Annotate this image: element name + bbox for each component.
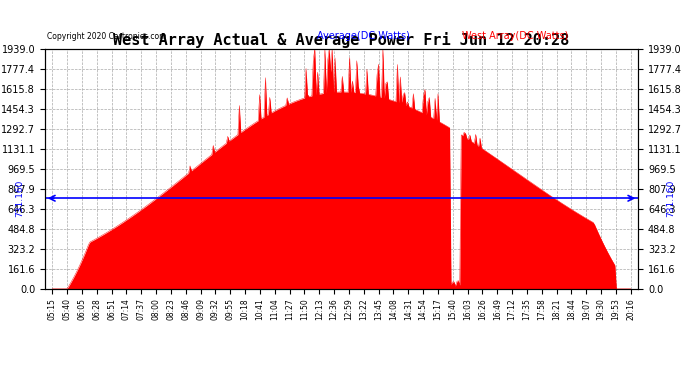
- Text: 731.160: 731.160: [667, 180, 676, 217]
- Text: Average(DC Watts): Average(DC Watts): [317, 32, 411, 41]
- Text: Copyright 2020 Cartronics.com: Copyright 2020 Cartronics.com: [47, 32, 166, 41]
- Text: 731.160: 731.160: [15, 180, 24, 217]
- Title: West Array Actual & Average Power Fri Jun 12 20:28: West Array Actual & Average Power Fri Ju…: [113, 32, 570, 48]
- Text: West Array(DC Watts): West Array(DC Watts): [462, 32, 569, 41]
